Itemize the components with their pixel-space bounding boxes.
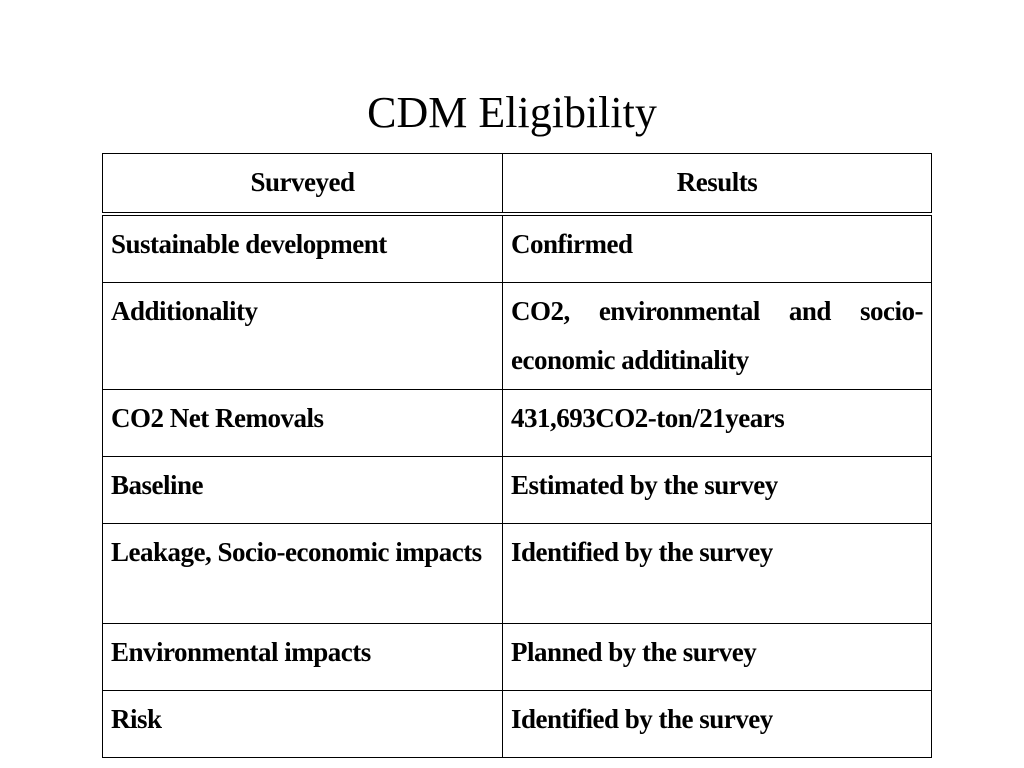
header-surveyed: Surveyed <box>102 153 503 216</box>
cell-surveyed: Leakage, Socio-economic impacts <box>102 523 503 624</box>
cell-result: Identified by the survey <box>502 690 932 758</box>
table-body: Sustainable development Confirmed Additi… <box>102 213 932 758</box>
table-row: Environmental impacts Planned by the sur… <box>102 623 932 691</box>
header-row: Surveyed Results <box>102 153 932 216</box>
cell-surveyed: Baseline <box>102 456 503 524</box>
cell-surveyed: Sustainable development <box>102 213 503 283</box>
table-row: Additionality CO2, environmental and soc… <box>102 282 932 390</box>
cell-surveyed: Additionality <box>102 282 503 390</box>
table-row: Leakage, Socio-economic impacts Identifi… <box>102 523 932 624</box>
cell-result: Estimated by the survey <box>502 456 932 524</box>
table-row: Baseline Estimated by the survey <box>102 456 932 524</box>
cell-result: 431,693CO2-ton/21years <box>502 389 932 457</box>
cell-surveyed: Environmental impacts <box>102 623 503 691</box>
eligibility-table-container: Surveyed Results Sustainable development… <box>102 153 932 758</box>
header-results: Results <box>502 153 932 216</box>
eligibility-table: Surveyed Results Sustainable development… <box>102 153 932 758</box>
cell-result: Planned by the survey <box>502 623 932 691</box>
cell-surveyed: CO2 Net Removals <box>102 389 503 457</box>
cell-result: CO2, environmental and socio-economic ad… <box>502 282 932 390</box>
table-row: Sustainable development Confirmed <box>102 213 932 283</box>
slide-title: CDM Eligibility <box>367 88 657 137</box>
cell-surveyed: Risk <box>102 690 503 758</box>
cell-result: Confirmed <box>502 213 932 283</box>
cell-result: Identified by the survey <box>502 523 932 624</box>
table-row: Risk Identified by the survey <box>102 690 932 758</box>
table-header: Surveyed Results <box>102 153 932 216</box>
table-row: CO2 Net Removals 431,693CO2-ton/21years <box>102 389 932 457</box>
